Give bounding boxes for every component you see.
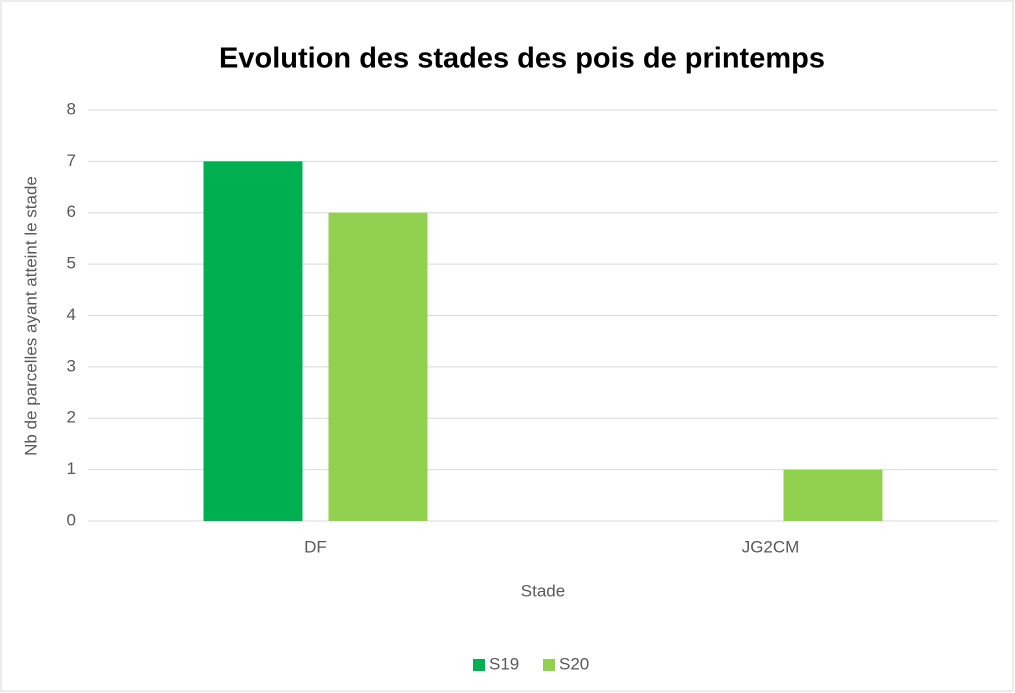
x-tick-label: JG2CM [742,537,800,556]
y-tick-label: 2 [67,408,76,427]
y-tick-label: 1 [67,459,76,478]
bar [203,161,303,521]
y-tick-label: 3 [67,356,76,375]
bar [783,469,883,521]
x-tick-label: DF [304,537,327,556]
y-axis-label: Nb de parcelles ayant atteint le stade [21,176,40,456]
legend-label: S19 [489,654,519,673]
y-tick-label: 6 [67,202,76,221]
bar [328,212,428,521]
chart-title: Evolution des stades des pois de printem… [219,43,825,75]
x-axis-label: Stade [521,581,565,600]
y-tick-label: 7 [67,151,76,170]
y-tick-label: 8 [67,99,76,118]
y-tick-label: 0 [67,510,76,529]
y-tick-label: 5 [67,254,76,273]
legend-swatch [473,659,485,671]
legend-swatch [543,659,555,671]
y-tick-label: 4 [67,305,76,324]
legend-label: S20 [559,654,589,673]
